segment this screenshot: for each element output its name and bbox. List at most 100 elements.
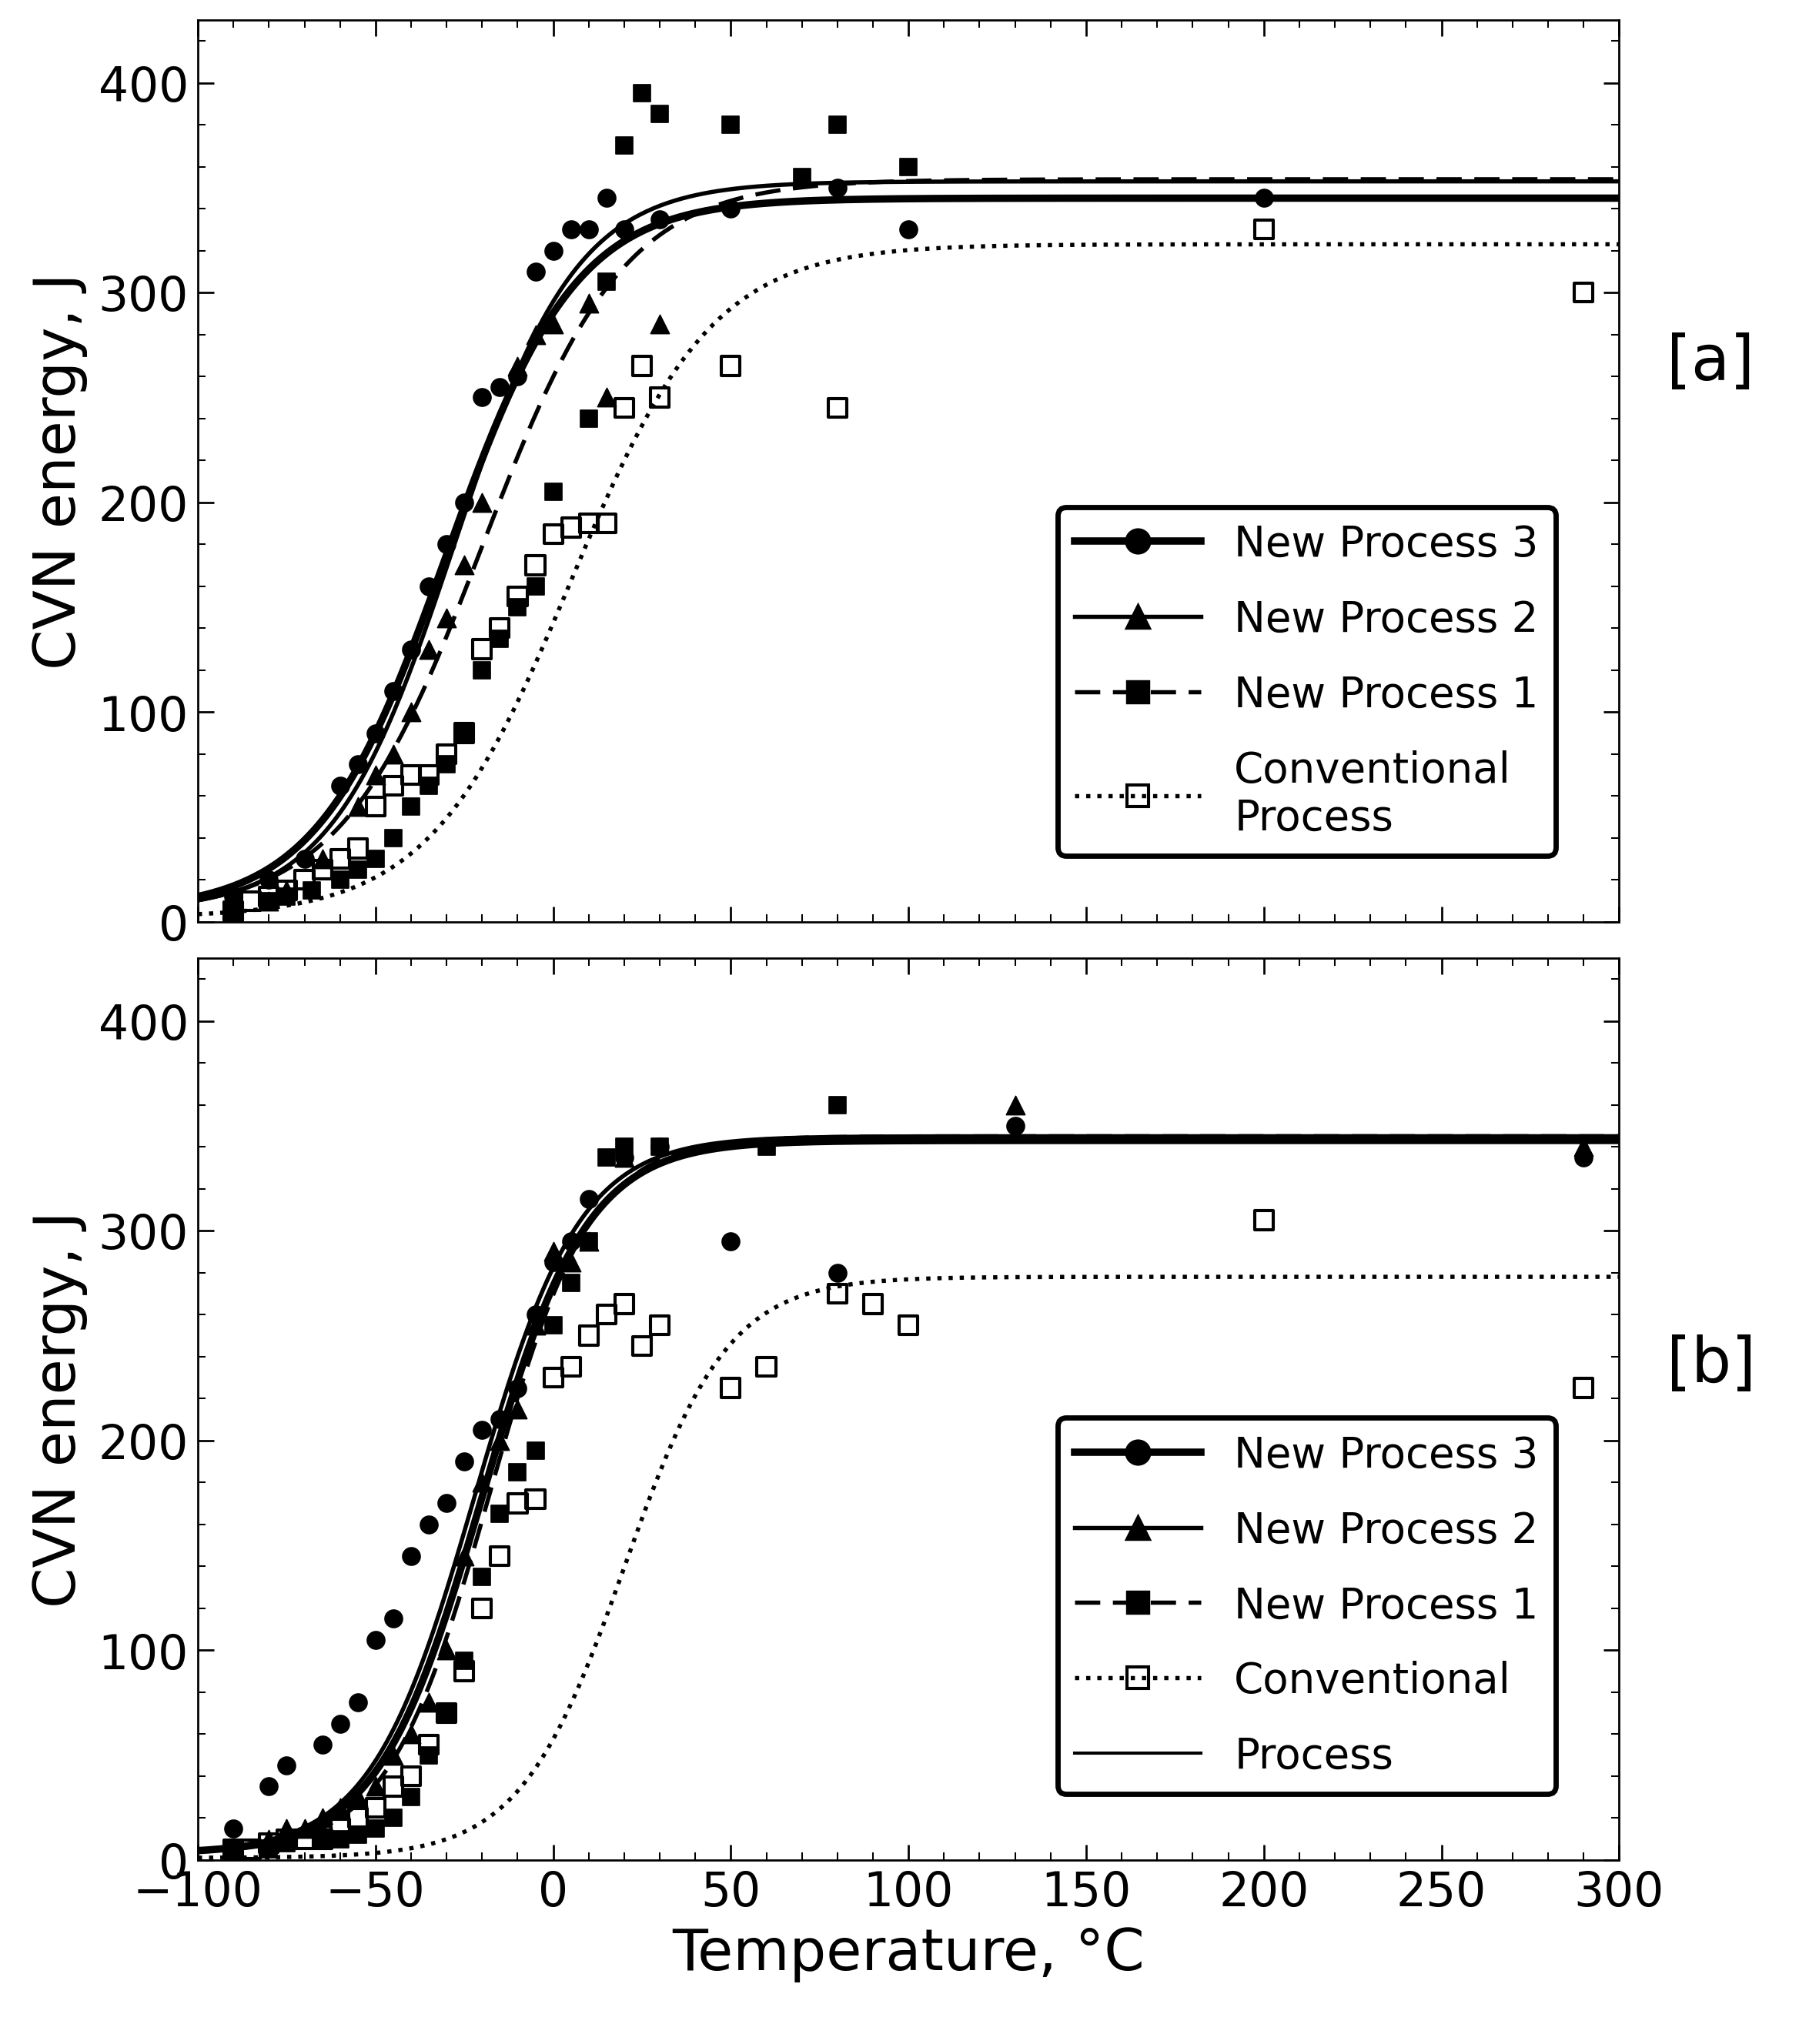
Point	[432, 1633, 461, 1666]
Point	[362, 1770, 390, 1803]
Point	[468, 1560, 497, 1592]
Text: [a]: [a]	[1666, 333, 1754, 394]
Point	[290, 1823, 318, 1856]
Point	[646, 309, 675, 341]
Point	[362, 842, 390, 875]
Point	[556, 1351, 585, 1384]
Point	[504, 1392, 533, 1425]
Point	[752, 1351, 781, 1384]
Point	[610, 215, 639, 247]
Point	[362, 717, 390, 750]
Point	[396, 1717, 426, 1750]
Point	[308, 842, 336, 875]
Point	[540, 476, 568, 509]
Point	[486, 1539, 515, 1572]
Point	[574, 215, 603, 247]
Point	[468, 382, 497, 415]
Point	[344, 832, 372, 865]
Point	[646, 1130, 675, 1163]
Point	[1569, 1130, 1598, 1163]
Point	[344, 1780, 372, 1813]
Point	[362, 758, 390, 791]
Point	[592, 266, 621, 298]
Point	[646, 202, 675, 235]
Point	[326, 1707, 354, 1739]
Point	[219, 1833, 248, 1866]
Point	[610, 1288, 639, 1320]
Point	[380, 769, 408, 801]
Point	[574, 1320, 603, 1353]
Point	[380, 1801, 408, 1833]
Point	[326, 1791, 354, 1823]
Point	[592, 182, 621, 215]
Point	[788, 161, 817, 194]
Point	[255, 865, 284, 897]
Point	[255, 885, 284, 918]
Point	[396, 634, 426, 666]
Point	[362, 1623, 390, 1656]
Point	[1250, 1204, 1279, 1237]
Point	[380, 1739, 408, 1772]
Point	[414, 758, 443, 791]
Point	[290, 865, 318, 897]
Point	[540, 235, 568, 268]
Point	[468, 654, 497, 687]
Point	[272, 875, 300, 908]
Point	[255, 1827, 284, 1860]
Point	[396, 1539, 426, 1572]
Point	[380, 738, 408, 771]
Point	[486, 372, 515, 405]
Point	[272, 881, 300, 914]
Point	[556, 1267, 585, 1300]
Point	[414, 1686, 443, 1719]
Point	[574, 288, 603, 321]
Point	[592, 382, 621, 415]
Point	[468, 1592, 497, 1625]
Point	[255, 881, 284, 914]
Point	[574, 1224, 603, 1257]
Text: [b]: [b]	[1666, 1333, 1756, 1394]
Point	[610, 1130, 639, 1163]
Point	[362, 1813, 390, 1846]
Point	[344, 854, 372, 887]
Point	[592, 1141, 621, 1173]
Legend: New Process 3, New Process 2, New Process 1, Conventional
Process: New Process 3, New Process 2, New Proces…	[1058, 507, 1556, 856]
Point	[824, 1278, 853, 1310]
Point	[468, 486, 497, 519]
Point	[450, 1645, 479, 1678]
Point	[716, 1372, 745, 1404]
Point	[1000, 1089, 1029, 1122]
Point	[450, 550, 479, 583]
Point	[646, 382, 675, 415]
Point	[574, 403, 603, 435]
Point	[894, 215, 923, 247]
Point	[255, 1770, 284, 1803]
Point	[380, 1770, 408, 1803]
Point	[237, 1833, 266, 1866]
Point	[344, 1801, 372, 1833]
Point	[326, 1813, 354, 1846]
Point	[450, 1445, 479, 1478]
Point	[716, 192, 745, 225]
Point	[414, 1508, 443, 1541]
Point	[308, 1823, 336, 1856]
Point	[646, 1308, 675, 1341]
Point	[468, 1414, 497, 1447]
X-axis label: Temperature, °C: Temperature, °C	[673, 1925, 1144, 1983]
Point	[486, 1498, 515, 1531]
Point	[824, 108, 853, 141]
Point	[522, 1484, 550, 1517]
Point	[716, 350, 745, 382]
Point	[504, 580, 533, 613]
Point	[432, 1697, 461, 1729]
Point	[326, 842, 354, 875]
Point	[468, 1466, 497, 1498]
Point	[308, 854, 336, 887]
Point	[219, 1813, 248, 1846]
Point	[540, 1247, 568, 1280]
Point	[574, 507, 603, 540]
Point	[272, 875, 300, 908]
Point	[1000, 1110, 1029, 1143]
Point	[522, 1435, 550, 1468]
Point	[1569, 276, 1598, 309]
